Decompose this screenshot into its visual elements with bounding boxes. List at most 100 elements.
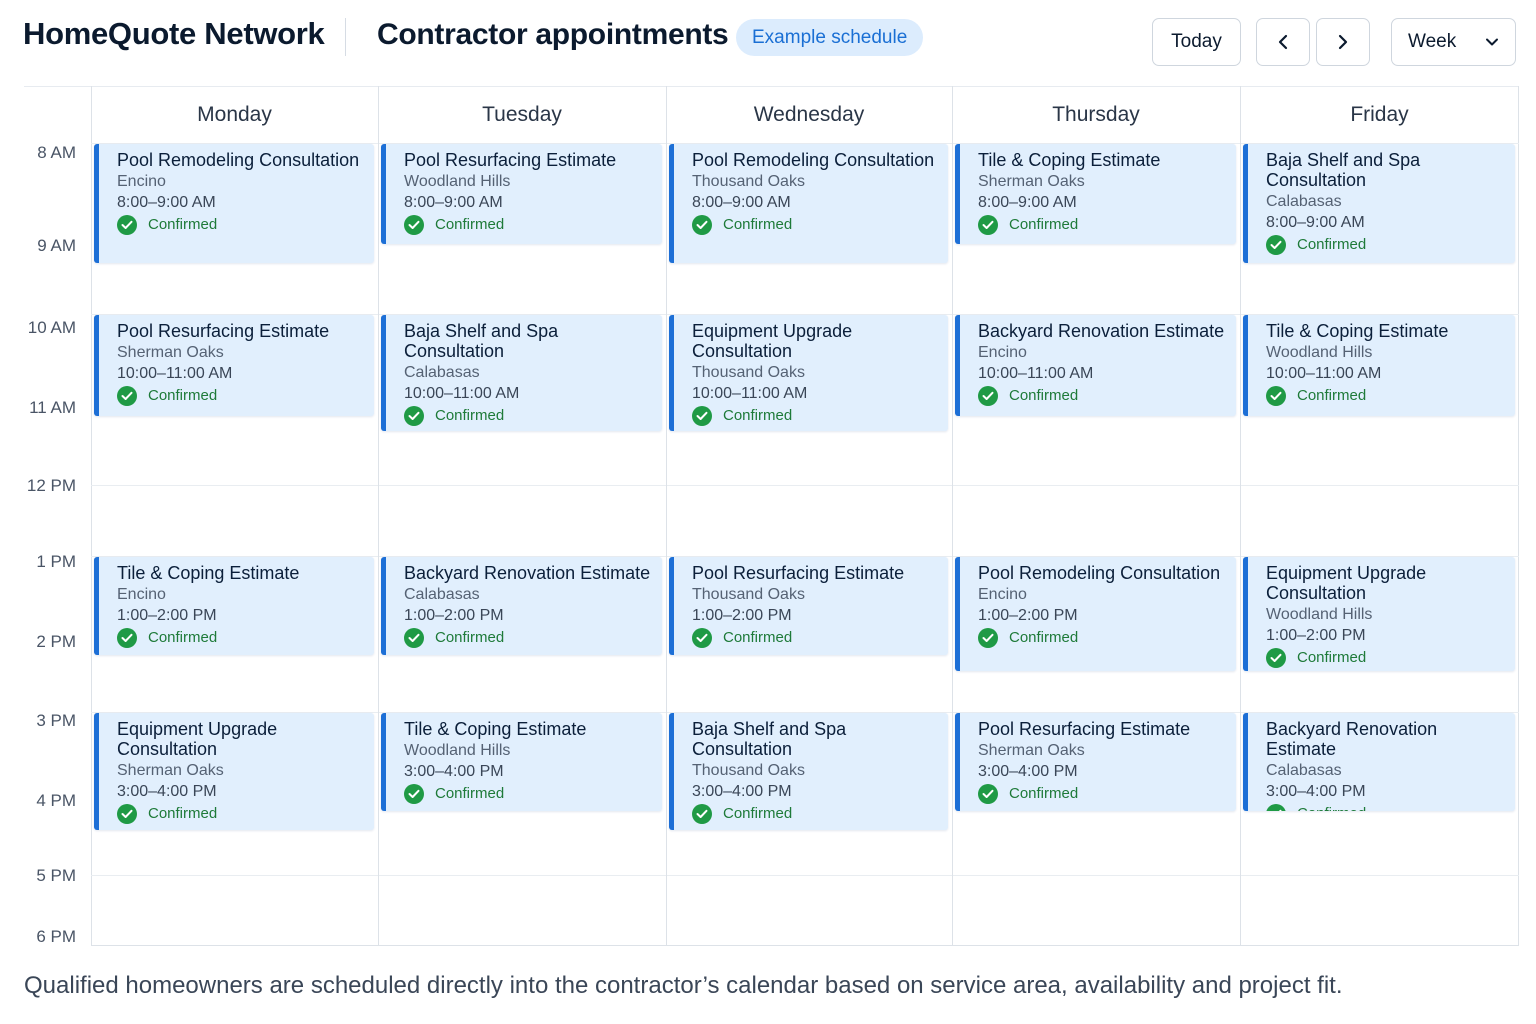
chevron-right-icon <box>1338 34 1348 50</box>
appointment-location: Calabasas <box>1266 762 1342 779</box>
appointment-card[interactable]: Baja Shelf and Spa Consultation Thousand … <box>669 713 948 830</box>
week-calendar: Monday Tuesday Wednesday Thursday Friday 8 AM… <box>24 86 1519 946</box>
appointment-status: Confirmed <box>404 406 654 426</box>
grid-row-line <box>91 556 1519 557</box>
appointment-time: 1:00–2:00 PM <box>404 607 504 624</box>
day-header-tuesday: Tuesday <box>482 102 562 126</box>
appointment-time: 8:00–9:00 AM <box>978 194 1077 211</box>
appointment-card[interactable]: Baja Shelf and Spa Consultation Calabasas… <box>381 315 662 431</box>
appointment-status: Confirmed <box>404 784 654 804</box>
check-circle-icon <box>978 784 998 804</box>
appointment-card[interactable]: Tile & Coping Estimate Encino 1:00–2:00 PM… <box>94 557 374 655</box>
time-label: 2 PM <box>36 632 76 651</box>
appointment-card[interactable]: Tile & Coping Estimate Sherman Oaks 8:00–9… <box>955 144 1236 244</box>
appointment-status: Confirmed <box>978 628 1228 648</box>
appointment-location: Thousand Oaks <box>692 364 805 381</box>
day-header-friday: Friday <box>1350 102 1409 126</box>
appointment-status: Confirmed <box>404 215 654 235</box>
appointment-location: Calabasas <box>1266 193 1342 210</box>
grid-column-line <box>952 86 953 946</box>
grid-column-line <box>666 86 667 946</box>
check-circle-icon <box>404 784 424 804</box>
appointment-time: 10:00–11:00 AM <box>404 385 520 402</box>
status-label: Confirmed <box>1297 649 1367 666</box>
appointment-status: Confirmed <box>978 215 1228 235</box>
next-week-button[interactable] <box>1316 18 1370 66</box>
day-header-monday: Monday <box>197 102 272 126</box>
page-title: Contractor appointments <box>377 18 729 51</box>
check-circle-icon <box>978 215 998 235</box>
appointment-card[interactable]: Equipment Upgrade Consultation Thousand O… <box>669 315 948 431</box>
status-label: Confirmed <box>148 805 218 822</box>
appointment-title: Pool Resurfacing Estimate <box>978 719 1191 739</box>
appointment-card[interactable]: Backyard Renovation Estimate Calabasas 3:0… <box>1243 713 1515 811</box>
status-label: Confirmed <box>1297 387 1367 404</box>
day-header-wednesday: Wednesday <box>753 102 865 126</box>
appointment-status: Confirmed <box>692 406 940 426</box>
status-label: Confirmed <box>723 407 793 424</box>
appointment-card[interactable]: Pool Remodeling Consultation Thousand Oak… <box>669 144 948 263</box>
appointment-location: Encino <box>978 586 1027 603</box>
time-label: 5 PM <box>36 866 76 885</box>
appointment-time: 1:00–2:00 PM <box>117 607 217 624</box>
appointment-card[interactable]: Backyard Renovation Estimate Calabasas 1:0… <box>381 557 662 655</box>
brand-logo-text: HomeQuote Network <box>23 16 325 51</box>
previous-week-button[interactable] <box>1256 18 1310 66</box>
time-label: 8 AM <box>37 143 76 162</box>
today-button-label: Today <box>1171 31 1222 52</box>
appointment-status: Confirmed <box>978 386 1228 406</box>
check-circle-icon <box>117 386 137 406</box>
appointment-title: Backyard Renovation Estimate <box>978 321 1225 341</box>
check-circle-icon <box>117 215 137 235</box>
appointment-time: 10:00–11:00 AM <box>1266 365 1382 382</box>
appointment-status: Confirmed <box>692 628 940 648</box>
appointment-card[interactable]: Backyard Renovation Estimate Encino 10:00–… <box>955 315 1236 416</box>
appointment-title: Baja Shelf and Spa Consultation <box>1266 150 1421 190</box>
appointment-card[interactable]: Tile & Coping Estimate Woodland Hills 10:0… <box>1243 315 1515 416</box>
status-label: Confirmed <box>1297 236 1367 253</box>
today-button[interactable]: Today <box>1152 18 1241 66</box>
appointment-title: Equipment Upgrade Consultation <box>1266 563 1427 603</box>
appointment-card[interactable]: Equipment Upgrade Consultation Sherman Oa… <box>94 713 374 830</box>
appointment-title: Tile & Coping Estimate <box>117 563 300 583</box>
grid-column-line <box>378 86 379 946</box>
status-label: Confirmed <box>435 216 505 233</box>
chevron-left-icon <box>1278 34 1288 50</box>
appointment-location: Thousand Oaks <box>692 586 805 603</box>
time-label: 12 PM <box>26 476 76 495</box>
status-label: Confirmed <box>435 407 505 424</box>
appointment-title: Baja Shelf and Spa Consultation <box>404 321 559 361</box>
appointment-card[interactable]: Pool Resurfacing Estimate Woodland Hills 8… <box>381 144 662 244</box>
appointment-time: 8:00–9:00 AM <box>692 194 791 211</box>
appointment-time: 1:00–2:00 PM <box>978 607 1078 624</box>
day-header-thursday: Thursday <box>1052 102 1140 126</box>
chevron-down-icon <box>1486 38 1498 46</box>
appointment-title: Pool Remodeling Consultation <box>978 563 1221 583</box>
appointment-status: Confirmed <box>1266 386 1507 406</box>
view-select-dropdown[interactable]: Week <box>1391 18 1516 66</box>
check-circle-icon <box>692 215 712 235</box>
appointment-card[interactable]: Pool Resurfacing Estimate Sherman Oaks 10:… <box>94 315 374 416</box>
appointment-card[interactable]: Pool Resurfacing Estimate Sherman Oaks 3:0… <box>955 713 1236 811</box>
appointment-card[interactable]: Equipment Upgrade Consultation Woodland H… <box>1243 557 1515 671</box>
time-label: 10 AM <box>27 318 76 337</box>
check-circle-icon <box>404 215 424 235</box>
appointment-title: Pool Remodeling Consultation <box>117 150 360 170</box>
appointment-time: 8:00–9:00 AM <box>404 194 503 211</box>
status-label: Confirmed <box>435 785 505 802</box>
appointment-time: 3:00–4:00 PM <box>692 783 792 800</box>
check-circle-icon <box>117 628 137 648</box>
appointment-card[interactable]: Pool Remodeling Consultation Encino 8:00–9… <box>94 144 374 263</box>
appointment-location: Woodland Hills <box>1266 606 1373 623</box>
time-label: 11 AM <box>29 398 76 417</box>
grid-row-line <box>91 712 1519 713</box>
appointment-location: Calabasas <box>404 364 480 381</box>
calendar-top-border <box>24 86 1519 87</box>
appointment-card[interactable]: Baja Shelf and Spa Consultation Calabasas… <box>1243 144 1515 263</box>
appointment-location: Encino <box>117 586 166 603</box>
appointment-status: Confirmed <box>978 784 1228 804</box>
appointment-card[interactable]: Tile & Coping Estimate Woodland Hills 3:00… <box>381 713 662 811</box>
appointment-card[interactable]: Pool Resurfacing Estimate Thousand Oaks 1:… <box>669 557 948 655</box>
appointment-location: Sherman Oaks <box>978 742 1085 759</box>
appointment-card[interactable]: Pool Remodeling Consultation Encino 1:00–2… <box>955 557 1236 671</box>
